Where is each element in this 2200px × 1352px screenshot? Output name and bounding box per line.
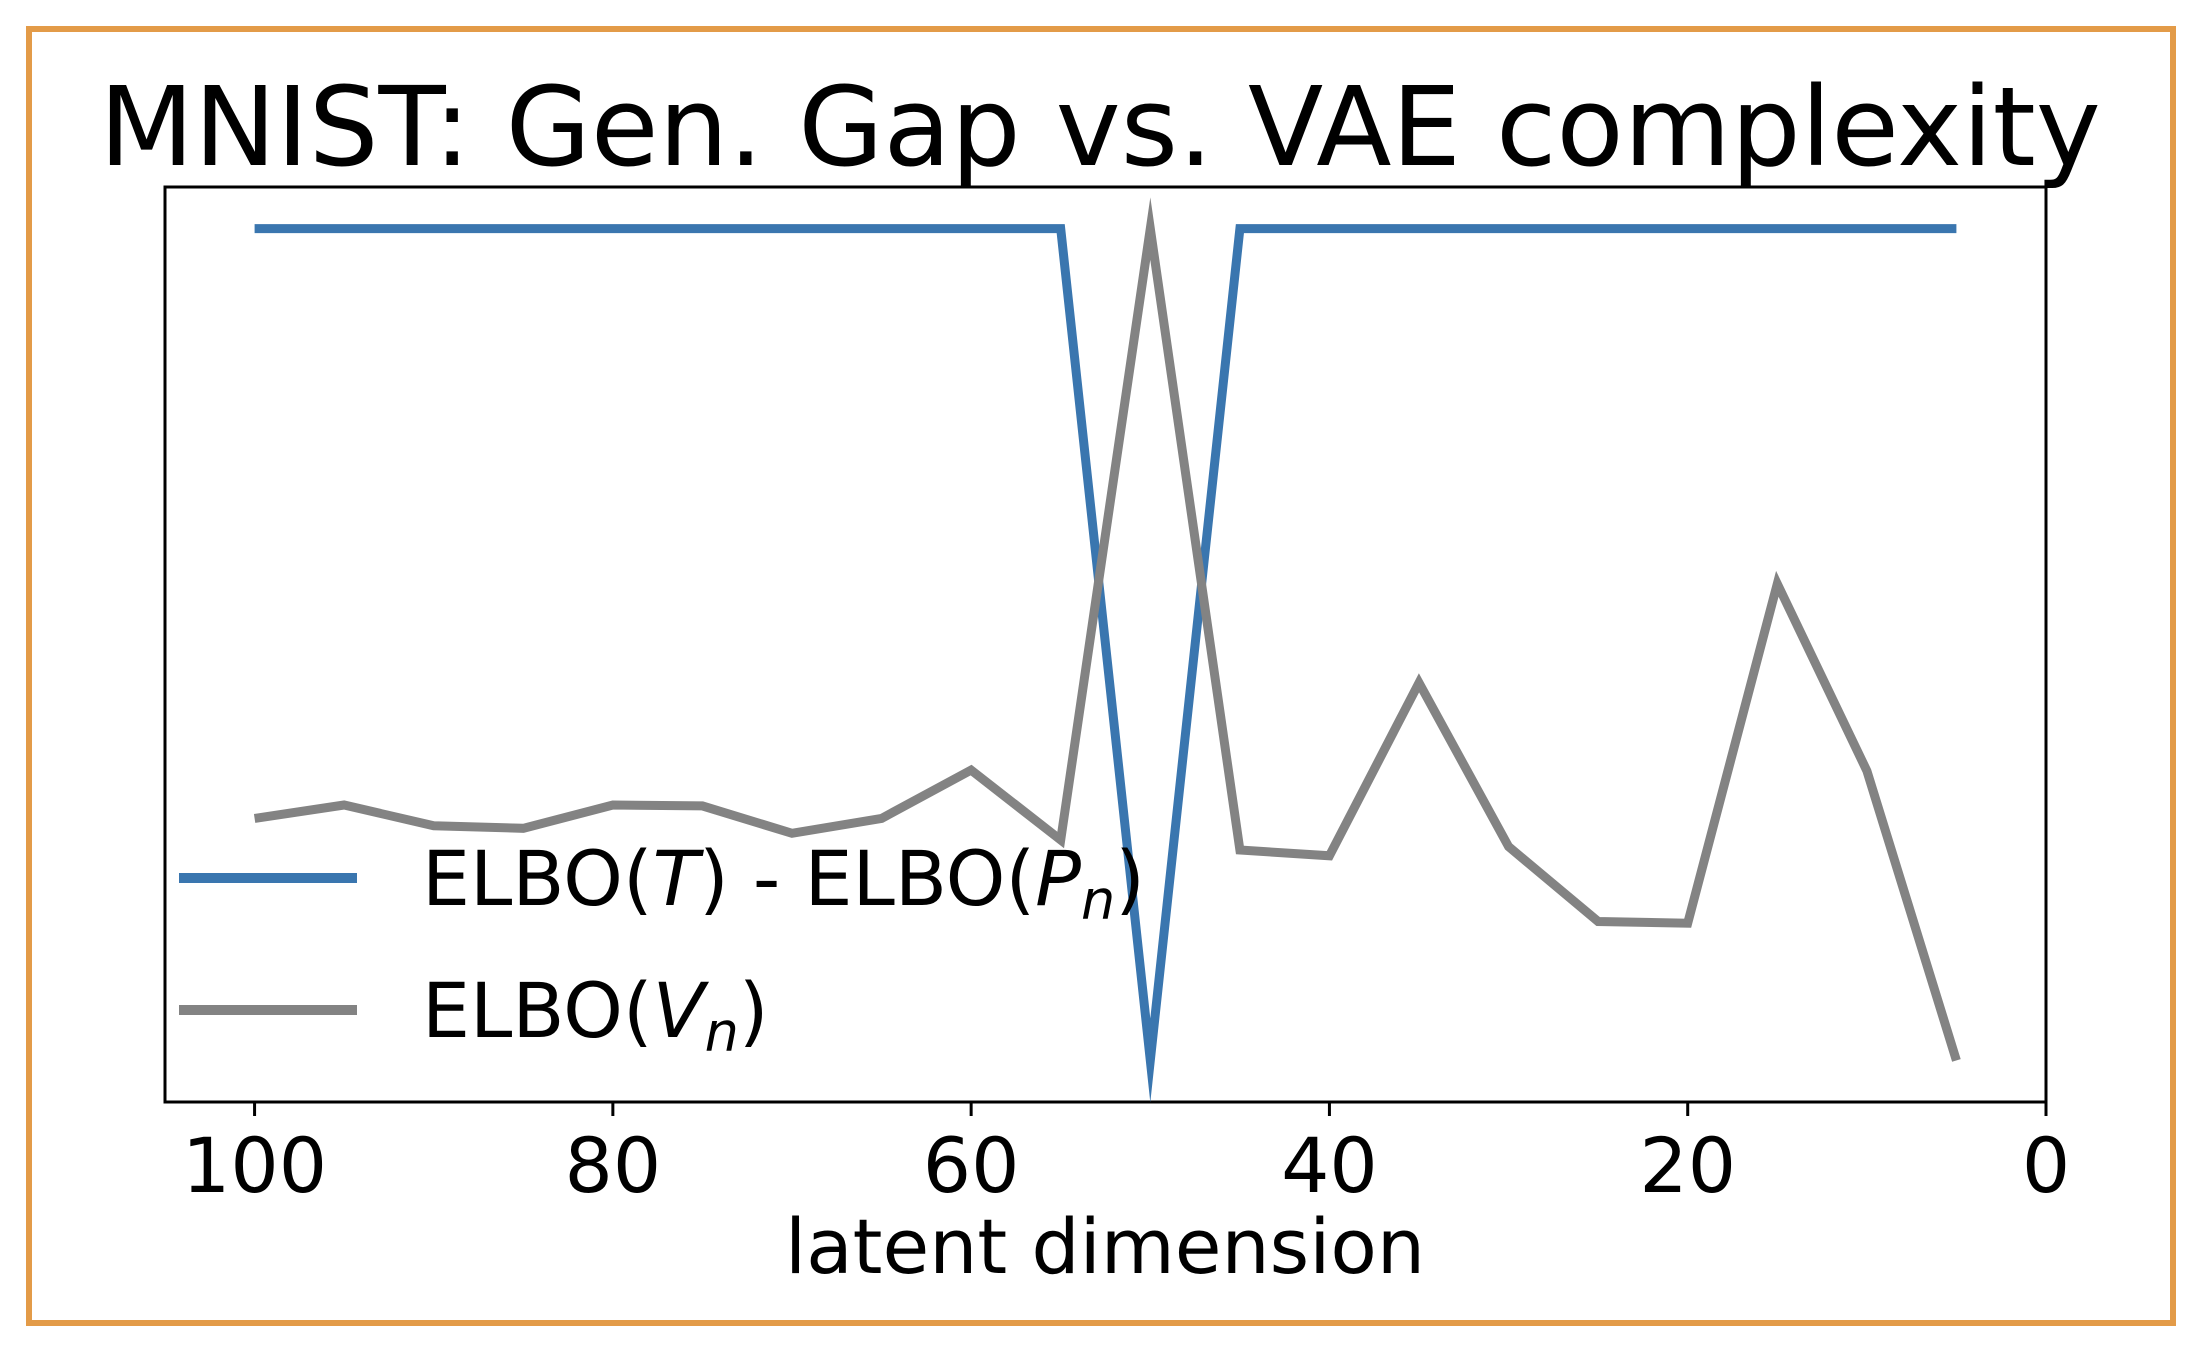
x-tick-label: 20 (1639, 1121, 1736, 1210)
legend: ELBO(T) - ELBO(Pn) ELBO(Vn) (179, 834, 1145, 1064)
x-tick-label: 0 (2022, 1121, 2070, 1210)
x-tick-label: 60 (923, 1121, 1020, 1210)
legend-label-elbo-gap: ELBO(T) - ELBO(Pn) (422, 834, 1145, 932)
series-line-elbo-gap (254, 224, 1957, 1103)
chart-title: MNIST: Gen. Gap vs. VAE complexity (99, 63, 2101, 191)
x-axis-ticks: 100 80 60 40 20 0 (182, 1102, 2070, 1210)
series-layer (253, 197, 1961, 1103)
x-axis-label: latent dimension (785, 1202, 1425, 1291)
x-tick-label: 40 (1281, 1121, 1378, 1210)
series-line-elbo-vn (253, 197, 1961, 1062)
x-tick-label: 100 (182, 1121, 327, 1210)
x-tick-label: 80 (564, 1121, 661, 1210)
legend-label-elbo-vn: ELBO(Vn) (422, 966, 769, 1064)
